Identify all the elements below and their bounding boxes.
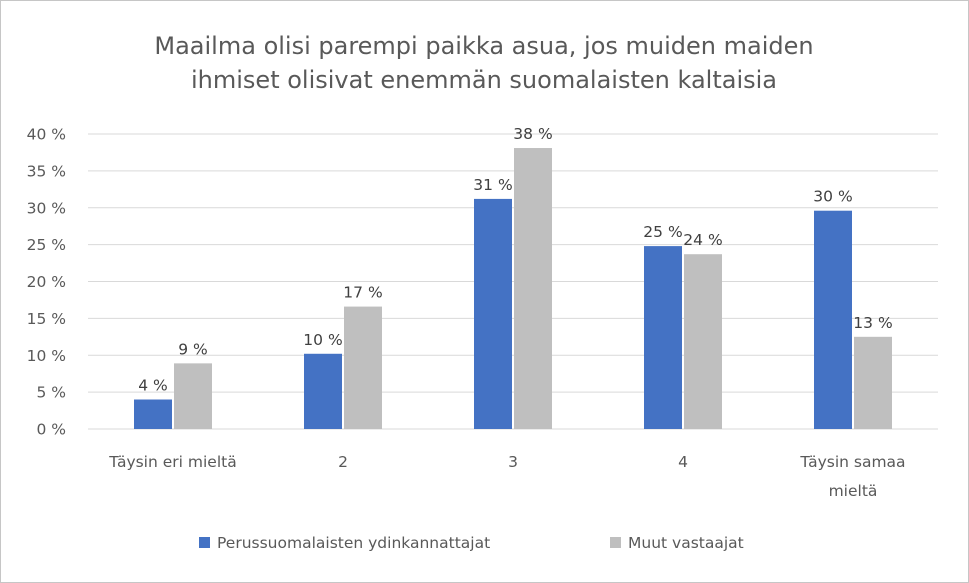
x-category-label: 4 [678,453,688,471]
y-tick-label: 25 % [27,236,66,254]
data-label: 25 % [643,223,682,241]
x-category-label: Täysin eri mieltä [108,453,236,471]
data-label: 4 % [138,377,168,395]
bar [514,148,552,429]
data-labels: 4 % 9 % 10 % 17 % 31 % 38 % 25 % 24 % 30 % 13 % [138,125,892,394]
x-category-label: 3 [508,453,518,471]
bar [644,246,682,429]
legend: Perussuomalaisten ydinkannattajat Muut va… [199,534,744,552]
data-label: 31 % [473,176,512,194]
data-label: 17 % [343,284,382,302]
legend-swatch [199,537,210,548]
bar [684,254,722,429]
data-label: 13 % [853,314,892,332]
chart-title: Maailma olisi parempi paikka asua, jos m… [154,32,813,94]
x-axis-category-labels: Täysin eri mieltä 2 3 4 Täysin samaa mieltä [108,453,905,500]
legend-label: Perussuomalaisten ydinkannattajat [217,534,490,552]
bar [814,210,852,429]
data-label: 10 % [303,331,342,349]
x-category-label: Täysin samaa [799,453,905,471]
y-axis-tick-labels: 0 % 5 % 10 % 15 % 20 % 25 % 30 % 35 % 40 % [27,126,66,439]
bar [174,363,212,429]
y-tick-label: 5 % [36,384,66,402]
bar [854,336,892,429]
chart-title-line: Maailma olisi parempi paikka asua, jos m… [154,32,813,60]
legend-swatch [610,537,621,548]
bars [134,148,892,429]
gridlines [88,133,938,430]
y-tick-label: 10 % [27,347,66,365]
data-label: 30 % [813,188,852,206]
x-category-label: 2 [338,453,348,471]
bar [474,198,512,429]
y-tick-label: 30 % [27,199,66,217]
y-tick-label: 15 % [27,310,66,328]
bar [304,353,342,429]
data-label: 38 % [513,125,552,143]
bar [134,399,172,429]
y-tick-label: 0 % [36,421,66,439]
x-category-label: mieltä [829,482,878,500]
y-tick-label: 40 % [27,126,66,144]
bar [344,306,382,429]
legend-label: Muut vastaajat [628,534,744,552]
data-label: 24 % [683,231,722,249]
y-tick-label: 20 % [27,273,66,291]
data-label: 9 % [178,340,208,358]
chart-title-line: ihmiset olisivat enemmän suomalaisten ka… [191,66,777,94]
y-tick-label: 35 % [27,162,66,180]
